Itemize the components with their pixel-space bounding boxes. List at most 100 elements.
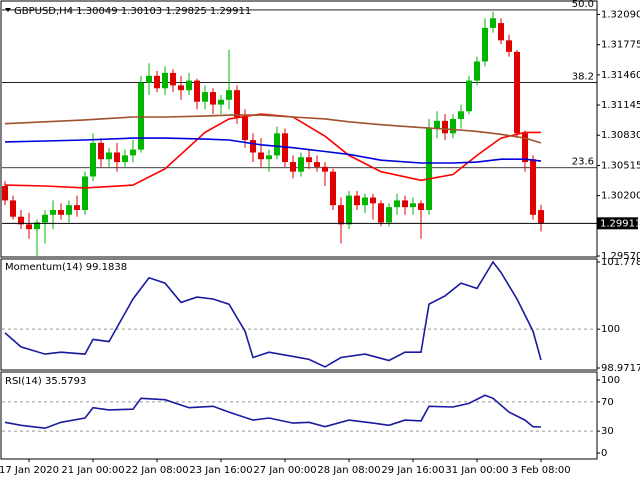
candle-body (482, 27, 488, 62)
header: GBPUSD,H4 1.30049 1.30103 1.29825 1.2991… (14, 6, 251, 17)
x-tick-label: 23 Jan 16:00 (189, 465, 252, 476)
fib-label: 23.6 (572, 157, 594, 168)
candle-body (178, 85, 184, 91)
x-tick-label: 21 Jan 00:00 (61, 465, 124, 476)
candle-body (338, 205, 344, 225)
x-tick-label: 3 Feb 08:00 (511, 465, 570, 476)
x-tick-label: 17 Jan 2020 (0, 465, 59, 476)
y-tick-label: 1.32090 (601, 9, 640, 20)
fib-label: 38.2 (572, 71, 594, 82)
candle-body (66, 205, 72, 215)
x-tick-label: 29 Jan 16:00 (381, 465, 444, 476)
y-tick-label: 1.30515 (601, 160, 640, 171)
candle-body (498, 23, 504, 41)
candle-body (250, 140, 256, 153)
y-tick-label: 101.7789 (601, 257, 640, 268)
candle-body (226, 90, 232, 100)
candle-body (138, 82, 144, 150)
indicator-line (4, 394, 542, 430)
candle-body (18, 216, 24, 225)
moving-average (4, 137, 542, 164)
rsi-header: RSI(14) 35.5793 (5, 376, 86, 387)
x-tick-label: 22 Jan 08:00 (125, 465, 188, 476)
y-tick-label: 100 (601, 375, 620, 386)
candle-body (186, 80, 192, 91)
y-tick-label: 70 (601, 397, 614, 408)
candle-body (466, 80, 472, 112)
candle-body (434, 120, 440, 129)
candle-body (162, 72, 168, 89)
candle-body (354, 195, 360, 206)
candle-body (442, 120, 448, 134)
y-tick-label: 1.29570 (601, 251, 640, 262)
candle-body (58, 209, 64, 215)
candle-body (82, 176, 88, 210)
candle-body (266, 155, 272, 160)
candle-body (74, 205, 80, 210)
candle-body (10, 200, 16, 217)
candle-body (530, 159, 536, 215)
indicator-title: RSI(14) (5, 376, 42, 387)
candle-body (26, 224, 32, 230)
candle-body (450, 118, 456, 134)
high-value: 1.30103 (121, 6, 162, 17)
candle-body (234, 90, 240, 118)
candle-body (362, 197, 368, 206)
candle-body (522, 133, 528, 163)
candle-body (538, 210, 544, 224)
candle-body (458, 111, 464, 119)
price-box (597, 217, 638, 230)
price-label: 1.29911 (600, 218, 640, 229)
x-tick-label: 31 Jan 00:00 (445, 465, 508, 476)
candle-body (122, 155, 128, 163)
candle-body (106, 152, 112, 160)
y-tick-label: 1.31775 (601, 40, 640, 51)
candle-body (298, 157, 304, 172)
x-tick-label: 28 Jan 08:00 (317, 465, 380, 476)
candle-body (170, 72, 176, 86)
candle-body (394, 200, 400, 208)
candle-body (130, 149, 136, 156)
candle-body (426, 128, 432, 210)
candle-body (218, 99, 224, 105)
x-tick-label: 27 Jan 00:00 (253, 465, 316, 476)
candle-body (90, 142, 96, 177)
low-value: 1.29825 (165, 6, 206, 17)
candle-body (378, 203, 384, 223)
candle-body (410, 203, 416, 208)
moving-average (4, 114, 542, 144)
y-tick-label: 30 (601, 426, 614, 437)
symbol: GBPUSD,H4 (14, 6, 73, 17)
candle-body (386, 207, 392, 223)
y-tick-label: 98.9717 (601, 363, 640, 374)
candle-body (314, 162, 320, 167)
candle-body (402, 200, 408, 208)
candle-body (50, 209, 56, 215)
candle-body (506, 40, 512, 52)
y-tick-label: 1.30830 (601, 130, 640, 141)
y-tick-label: 1.31145 (601, 100, 640, 111)
candle-body (474, 61, 480, 81)
candle-body (306, 157, 312, 163)
candle-body (346, 195, 352, 225)
candle-body (322, 166, 328, 172)
y-tick-label: 0 (601, 448, 607, 459)
indicator-value: 35.5793 (45, 376, 86, 387)
candle-body (370, 197, 376, 204)
candle-body (194, 80, 200, 102)
candle-body (146, 75, 152, 83)
candle-body (98, 142, 104, 160)
candle-body (490, 18, 496, 28)
candle-body (154, 75, 160, 89)
moving-average (4, 113, 541, 189)
y-tick-label: 100 (601, 324, 620, 335)
candle-body (42, 214, 48, 223)
candle-body (274, 133, 280, 156)
indicator-value: 99.1838 (86, 262, 127, 273)
candle-body (2, 186, 8, 201)
candle-body (290, 162, 296, 172)
fib-label: 50.0 (572, 0, 594, 10)
indicator-line (4, 260, 542, 368)
